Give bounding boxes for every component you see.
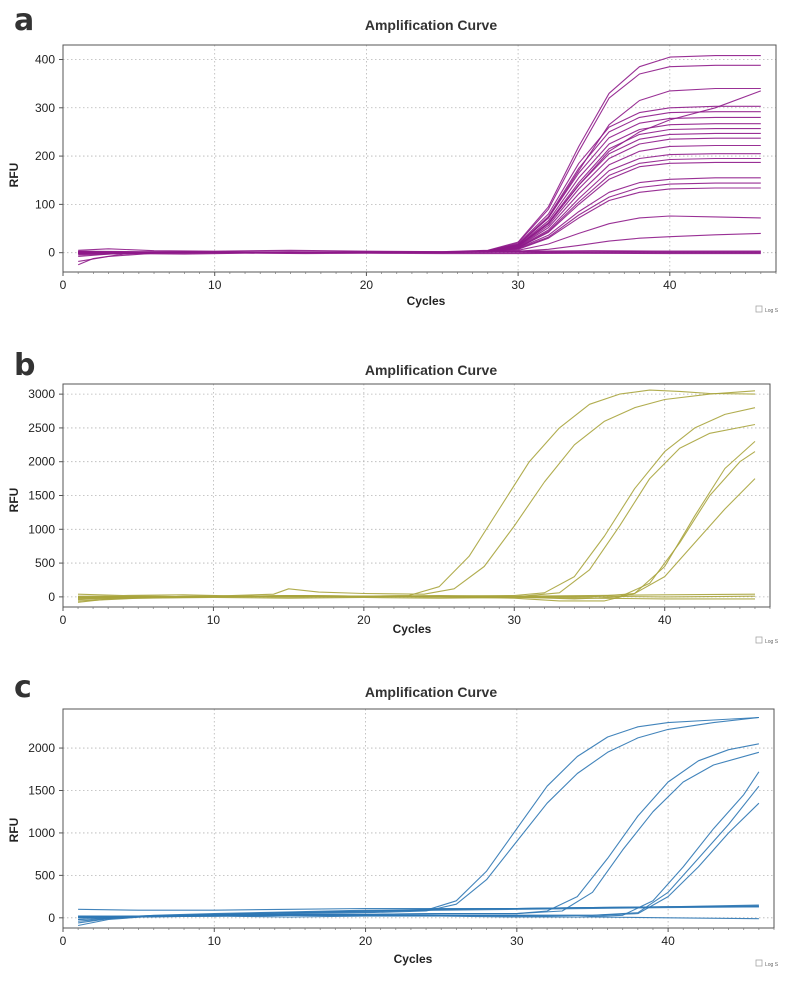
- chart-panel-c: c Amplification Curve Cycles RFU Log S 0…: [7, 670, 779, 968]
- y-tick-label-b-1: 500: [35, 556, 55, 570]
- y-tick-label-b-2: 1000: [28, 522, 55, 536]
- y-tick-label-b-5: 2500: [28, 421, 55, 435]
- log-scale-label-c: Log S: [765, 962, 779, 968]
- x-axis-label-a: Cycles: [407, 294, 446, 308]
- log-scale-checkbox-a[interactable]: [755, 305, 763, 313]
- log-scale-checkbox-c[interactable]: [755, 959, 763, 967]
- x-tick-label-a-4: 40: [663, 278, 677, 292]
- series-line-a-23: [78, 248, 761, 253]
- x-tick-label-c-4: 40: [661, 934, 675, 948]
- chart-title-b: Amplification Curve: [365, 362, 497, 378]
- y-tick-label-c-0: 0: [48, 911, 55, 925]
- y-tick-label-a-0: 0: [48, 246, 55, 260]
- y-axis-label-a: RFU: [7, 163, 21, 188]
- x-tick-label-c-0: 0: [60, 934, 67, 948]
- chart-panel-a: a Amplification Curve Cycles RFU Log S 0…: [7, 3, 779, 314]
- chart-title-c: Amplification Curve: [365, 684, 497, 700]
- x-tick-label-a-1: 10: [208, 278, 222, 292]
- chart-title-a: Amplification Curve: [365, 17, 497, 33]
- x-tick-label-b-4: 40: [658, 613, 672, 627]
- y-tick-label-b-4: 2000: [28, 455, 55, 469]
- x-tick-label-a-2: 20: [360, 278, 374, 292]
- y-tick-label-a-3: 300: [35, 101, 55, 115]
- y-tick-label-a-1: 100: [35, 197, 55, 211]
- plot-area-a: [63, 45, 776, 272]
- y-tick-label-b-3: 1500: [28, 489, 55, 503]
- log-scale-label-a: Log S: [765, 308, 779, 314]
- plot-area-c: [63, 709, 774, 928]
- series-line-b-8: [77, 593, 756, 597]
- series-line-b-9: [77, 596, 755, 600]
- y-tick-label-c-3: 1500: [28, 783, 55, 797]
- x-axis-label-c: Cycles: [394, 952, 433, 966]
- y-tick-label-b-6: 3000: [28, 387, 55, 401]
- y-tick-label-a-2: 200: [35, 149, 55, 163]
- series-line-c-3: [78, 751, 760, 918]
- panel-letter-c: c: [14, 670, 32, 705]
- x-tick-label-a-0: 0: [60, 278, 67, 292]
- y-tick-label-a-4: 400: [35, 52, 55, 66]
- panel-letter-a: a: [14, 3, 34, 38]
- x-tick-label-c-1: 10: [208, 934, 222, 948]
- x-axis-label-b: Cycles: [393, 622, 432, 636]
- x-tick-label-c-2: 20: [359, 934, 373, 948]
- x-tick-label-b-0: 0: [60, 613, 67, 627]
- plot-frame-c: [62, 708, 775, 929]
- chart-panel-b: b Amplification Curve Cycles RFU Log S 0…: [7, 348, 779, 645]
- y-tick-label-c-1: 500: [35, 868, 55, 882]
- x-tick-label-c-3: 30: [510, 934, 524, 948]
- y-axis-label-c: RFU: [7, 818, 21, 843]
- series-line-a-24: [78, 252, 761, 256]
- x-tick-label-b-3: 30: [508, 613, 522, 627]
- series-line-c-10: [78, 906, 759, 911]
- y-axis-label-b: RFU: [7, 488, 21, 513]
- series-line-b-1: [77, 390, 756, 600]
- y-tick-label-c-2: 1000: [28, 826, 55, 840]
- x-tick-label-a-3: 30: [511, 278, 525, 292]
- plot-frame-a: [62, 44, 777, 273]
- x-tick-label-b-1: 10: [207, 613, 221, 627]
- log-scale-checkbox-b[interactable]: [755, 636, 763, 644]
- x-tick-label-b-2: 20: [357, 613, 371, 627]
- y-tick-label-c-4: 2000: [28, 741, 55, 755]
- series-line-c-11: [78, 915, 759, 920]
- y-tick-label-b-0: 0: [48, 590, 55, 604]
- panel-letter-b: b: [14, 348, 35, 383]
- log-scale-label-b: Log S: [765, 639, 779, 645]
